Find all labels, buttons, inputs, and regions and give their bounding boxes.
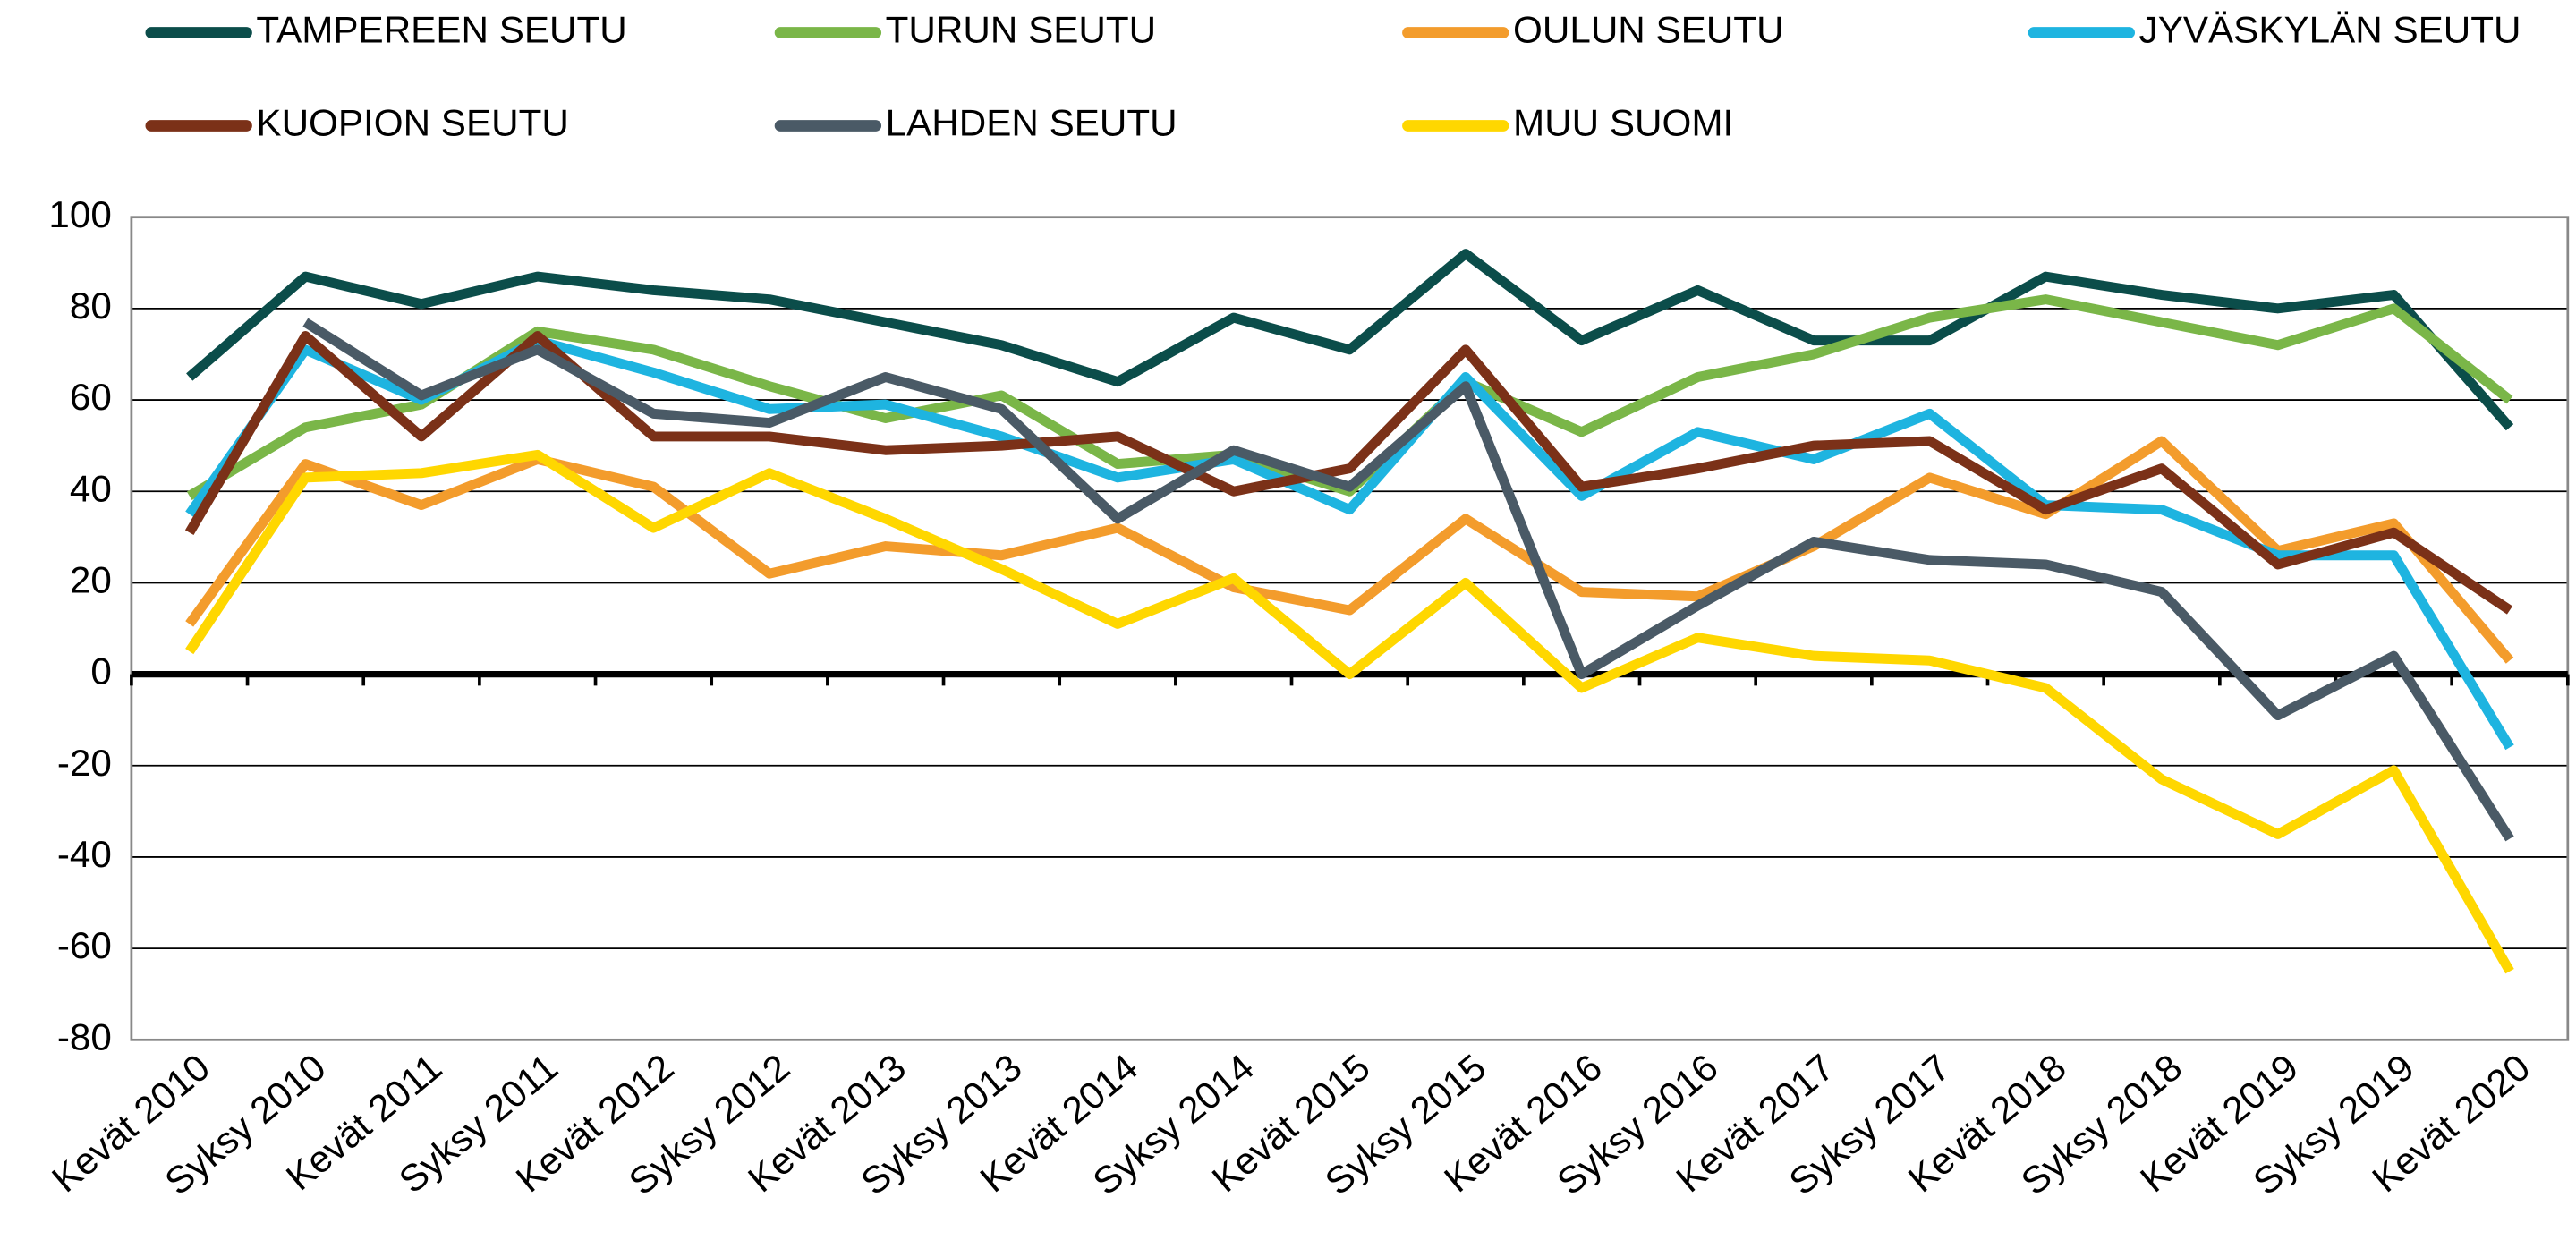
y-tick-label: 20 — [70, 559, 112, 601]
y-tick-label: -80 — [57, 1016, 112, 1058]
plot-border — [130, 216, 2570, 1041]
legend-label: TURUN SEUTU — [886, 9, 1157, 51]
y-tick-label: -40 — [57, 833, 112, 875]
y-tick-label: 100 — [48, 193, 111, 235]
series-line — [185, 449, 2514, 974]
series-line — [302, 318, 2514, 842]
y-tick-label: -20 — [57, 742, 112, 784]
legend-label: TAMPEREEN SEUTU — [256, 9, 626, 51]
series-line — [186, 249, 2514, 431]
y-tick-label: 0 — [90, 650, 111, 692]
series-line — [184, 331, 2513, 615]
y-tick-label: -60 — [57, 924, 112, 966]
legend-label: KUOPION SEUTU — [256, 102, 568, 144]
legend-label: JYVÄSKYLÄN SEUTU — [2139, 9, 2521, 51]
y-tick-label: 60 — [70, 376, 112, 418]
legend-label: OULUN SEUTU — [1513, 9, 1784, 51]
legend-label: MUU SUOMI — [1513, 102, 1733, 144]
series-line — [185, 335, 2514, 751]
y-tick-label: 40 — [70, 467, 112, 509]
series-line — [185, 436, 2514, 664]
y-tick-label: 80 — [70, 285, 112, 327]
legend-label: LAHDEN SEUTU — [886, 102, 1177, 144]
